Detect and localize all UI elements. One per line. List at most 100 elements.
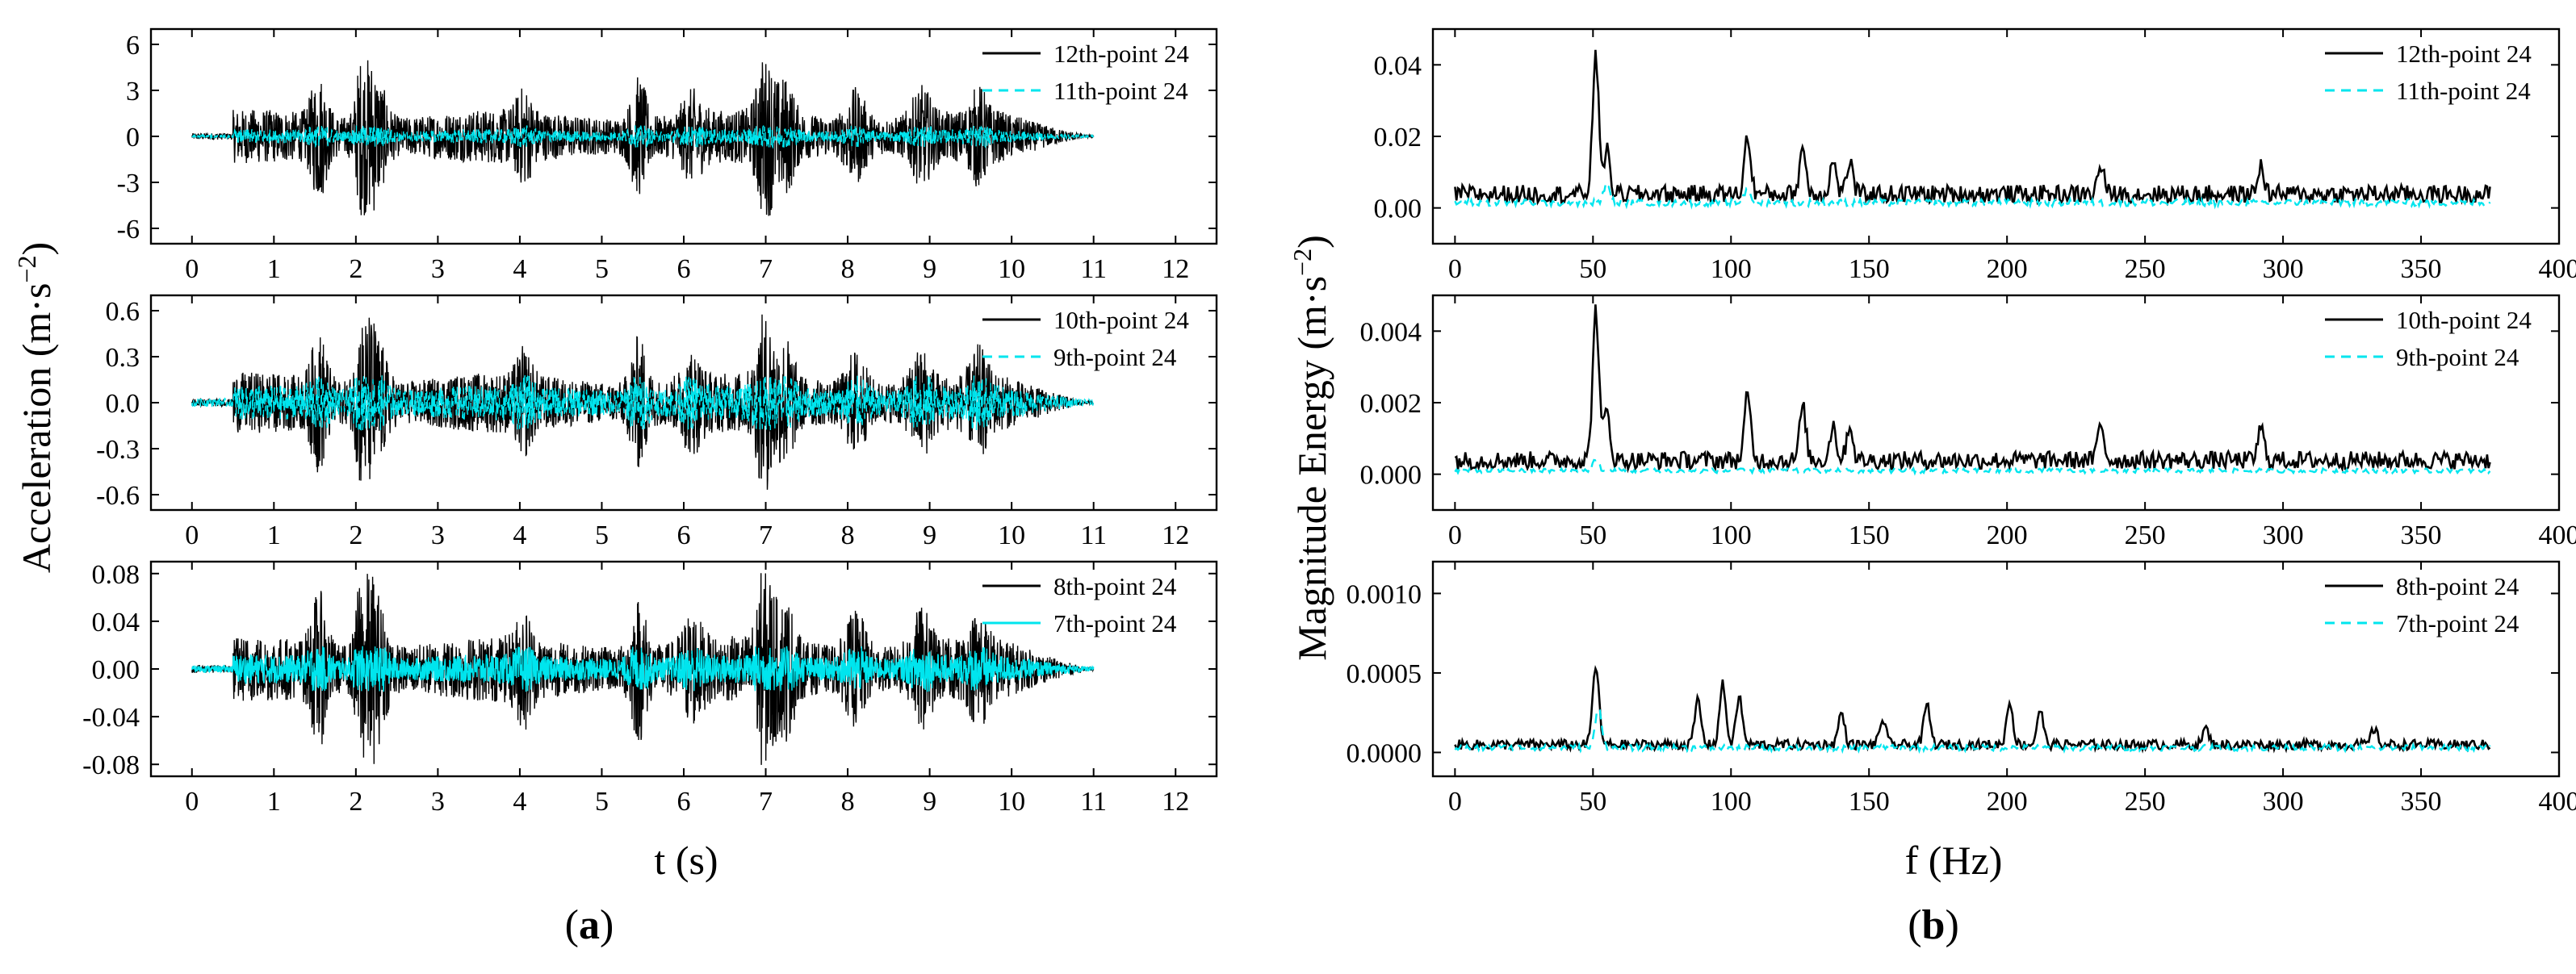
series-line-1 [1454,49,2491,207]
x-tick-label: 11 [1080,520,1107,550]
x-tick-label: 5 [595,520,609,550]
legend: 12th-point 24 11th-point 24 [2325,40,2532,105]
legend-label: 7th-point 24 [2396,609,2519,637]
x-tick-label: 2 [349,787,362,817]
legend-label: 11th-point 24 [1053,77,1188,105]
y-tick-label: 0.00 [1374,194,1422,224]
y-tick-label: 0.0010 [1347,579,1422,609]
y-tick-label: -0.04 [82,703,140,733]
plot-frame [1431,560,2561,778]
legend-label: 12th-point 24 [1053,40,1189,68]
y-tick-label: -0.3 [96,435,140,465]
x-tick-label: 1 [267,520,281,550]
x-tick-label: 0 [185,254,199,284]
y-tick-label: 0 [126,123,140,153]
x-tick-label: 4 [513,787,526,817]
x-tick-label: 150 [1849,520,1890,550]
y-tick-label: 6 [126,31,140,61]
x-tick-label: 50 [1579,254,1606,284]
x-tick-label: 9 [923,787,936,817]
x-tick-label: 200 [1987,520,2028,550]
y-tick-label: 0.3 [106,343,140,373]
y-tick-label: -0.6 [96,481,140,511]
y-tick-label: 0.6 [106,297,140,327]
legend-label: 8th-point 24 [1053,572,1177,600]
x-tick-label: 3 [431,254,445,284]
legend-label: 9th-point 24 [1053,343,1177,371]
left-y-axis-title: Acceleration (m·s−2) [12,242,59,573]
y-tick-label: 0.0 [106,389,140,419]
x-tick-label: 2 [349,520,362,550]
series-line-2 [1454,708,2491,755]
legend-label: 10th-point 24 [2396,306,2532,334]
subplot-4: 0 50 100 150 200 250 300 350 400 0.00 0.02 0.04 12th… [1374,27,2576,284]
plot-area [191,60,1095,216]
x-tick-label: 8 [841,254,855,284]
x-tick-label: 11 [1080,254,1107,284]
x-tick-label: 250 [2125,787,2166,817]
x-tick-label: 50 [1579,787,1606,817]
x-tick-label: 8 [841,520,855,550]
y-tick-label: 0.02 [1374,123,1422,153]
series-line-2 [191,374,1095,431]
x-tick-label: 1 [267,787,281,817]
plot-frame [149,27,1218,245]
x-tick-label: 10 [998,254,1025,284]
x-tick-label: 5 [595,787,609,817]
y-tick-label: 0.0005 [1347,659,1422,689]
plot-area [1454,304,2491,476]
subplot-2: 0 1 2 3 4 5 6 7 8 9 10 11 12-0.6-0.30.00.30.6 10th-po… [96,294,1218,550]
plot-area [191,314,1095,490]
x-tick-label: 350 [2401,520,2442,550]
x-tick-label: 400 [2539,787,2576,817]
y-tick-label: 0.004 [1360,317,1422,347]
x-tick-label: 6 [677,787,691,817]
x-tick-label: 250 [2125,254,2166,284]
x-tick-label: 300 [2263,254,2304,284]
x-tick-label: 7 [759,520,773,550]
x-tick-label: 0 [185,787,199,817]
x-tick-label: 300 [2263,520,2304,550]
x-tick-label: 8 [841,787,855,817]
x-tick-label: 9 [923,520,936,550]
y-tick-label: 0.04 [92,608,140,637]
series-line-2 [191,646,1095,692]
y-tick-label: 0.000 [1360,461,1422,491]
y-tick-label: 0.00 [92,655,140,685]
x-tick-label: 100 [1711,787,1752,817]
plot-frame [1431,294,2561,512]
plot-area [191,573,1095,765]
legend: 10th-point 24 9th-point 24 [2325,306,2532,371]
legend-label: 9th-point 24 [2396,343,2519,371]
x-tick-label: 12 [1162,520,1189,550]
legend-label: 7th-point 24 [1053,609,1177,637]
x-tick-label: 150 [1849,787,1890,817]
x-tick-label: 4 [513,520,526,550]
y-tick-label: -3 [117,169,140,199]
legend: 10th-point 24 9th-point 24 [982,306,1189,371]
x-tick-label: 50 [1579,520,1606,550]
y-tick-label: -0.08 [82,750,140,780]
x-tick-label: 5 [595,254,609,284]
x-tick-label: 100 [1711,254,1752,284]
legend-label: 11th-point 24 [2396,77,2531,105]
right-y-axis-title: Magnitude Energy (m·s−2) [1288,235,1334,660]
x-tick-label: 7 [759,787,773,817]
y-tick-label: 0.08 [92,560,140,590]
x-tick-label: 6 [677,254,691,284]
x-tick-label: 12 [1162,787,1189,817]
x-tick-label: 7 [759,254,773,284]
x-tick-label: 11 [1080,787,1107,817]
right-x-axis-title: f (Hz) [1905,838,2003,883]
y-tick-label: -6 [117,215,140,245]
x-tick-label: 400 [2539,520,2576,550]
plot-frame [1431,27,2561,245]
x-tick-label: 4 [513,254,526,284]
series-line-1 [1454,304,2491,474]
legend-label: 12th-point 24 [2396,40,2532,68]
left-x-axis-title: t (s) [654,838,718,883]
y-tick-label: 0.0000 [1347,738,1422,768]
x-tick-label: 1 [267,254,281,284]
legend: 8th-point 24 7th-point 24 [2325,572,2519,637]
x-tick-label: 12 [1162,254,1189,284]
